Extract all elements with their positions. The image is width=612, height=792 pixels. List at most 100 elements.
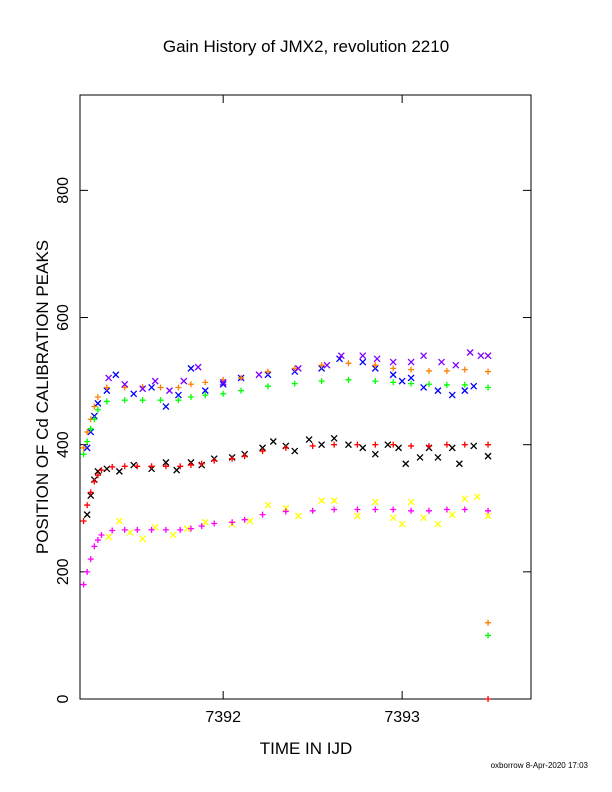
x-axis-label: TIME IN IJD: [260, 739, 353, 758]
data-point: [259, 444, 267, 452]
data-point: [157, 384, 164, 391]
data-point: [477, 352, 485, 360]
data-point: [148, 384, 156, 391]
data-point: [372, 378, 379, 385]
data-point: [434, 520, 442, 528]
data-point: [408, 442, 415, 449]
data-point: [485, 441, 492, 448]
data-point: [461, 366, 468, 373]
y-axis-ticks: 0 200 400 600 800: [55, 177, 531, 703]
data-point: [187, 364, 195, 372]
data-point: [198, 523, 205, 530]
y-axis-label: POSITION OF Cd CALIBRATION PEAKS: [33, 240, 52, 554]
data-point: [264, 501, 272, 509]
data-point: [269, 438, 277, 445]
data-point: [91, 416, 98, 423]
data-point: [336, 355, 343, 363]
plot-frame: [79, 94, 532, 700]
data-point: [87, 492, 95, 500]
data-point: [318, 364, 326, 372]
data-point: [461, 441, 468, 448]
data-point: [331, 506, 338, 513]
data-point: [434, 453, 442, 461]
data-point: [187, 394, 194, 400]
x-tick-label: 7393: [384, 709, 420, 726]
data-point: [354, 506, 361, 513]
data-point: [246, 517, 254, 525]
data-point: [470, 442, 478, 450]
data-point: [359, 358, 367, 366]
data-point: [162, 459, 170, 466]
data-point: [83, 511, 91, 519]
data-point: [344, 441, 352, 449]
data-point: [94, 399, 102, 407]
data-point: [83, 444, 91, 452]
data-point: [162, 403, 170, 410]
data-point: [91, 403, 98, 410]
data-point: [443, 367, 450, 374]
data-point: [121, 397, 128, 404]
data-point: [87, 425, 94, 432]
data-point: [139, 535, 147, 543]
data-point: [98, 467, 105, 474]
chart-title: Gain History of JMX2, revolution 2210: [163, 37, 449, 56]
data-point: [238, 387, 245, 394]
data-point: [318, 378, 325, 385]
data-point: [148, 463, 155, 470]
data-point: [305, 436, 313, 444]
data-point: [461, 387, 469, 395]
data-point: [238, 374, 245, 381]
data-point: [121, 384, 128, 391]
data-point: [330, 497, 338, 505]
data-point: [318, 362, 325, 369]
data-point: [485, 619, 492, 626]
data-point: [448, 391, 456, 399]
y-tick-label: 800: [55, 177, 72, 204]
data-point: [443, 441, 450, 448]
data-point: [461, 381, 468, 388]
data-point: [294, 364, 302, 372]
data-point: [87, 489, 94, 496]
data-point: [484, 452, 492, 460]
data-point: [84, 438, 91, 445]
data-point: [121, 380, 129, 388]
data-point: [371, 450, 379, 458]
data-point: [109, 527, 116, 534]
data-point: [291, 365, 298, 372]
data-point: [177, 526, 184, 533]
y-tick-label: 400: [55, 431, 72, 458]
data-point: [473, 493, 481, 501]
data-point: [425, 442, 432, 449]
data-point: [175, 384, 182, 391]
data-point: [229, 455, 236, 462]
data-point: [157, 397, 164, 404]
data-point: [139, 397, 146, 404]
data-point: [390, 506, 397, 513]
data-point: [80, 581, 87, 588]
data-point: [109, 463, 116, 470]
data-point: [134, 463, 141, 470]
data-point: [395, 444, 403, 452]
data-point: [187, 462, 194, 469]
x-axis-ticks: 7392 7393: [205, 95, 420, 726]
data-point: [264, 368, 271, 375]
data-point: [485, 368, 492, 375]
data-point: [105, 374, 113, 382]
data-point: [162, 463, 169, 470]
footer-stamp: oxborrow 8-Apr-2020 17:03: [491, 761, 589, 770]
data-point: [103, 384, 110, 391]
data-point: [139, 385, 147, 393]
data-point: [87, 428, 95, 436]
data-point: [407, 374, 415, 382]
data-point: [80, 444, 87, 451]
data-point: [282, 504, 290, 512]
data-point: [112, 371, 120, 379]
data-point: [485, 632, 492, 639]
data-point: [91, 478, 98, 485]
data-point: [372, 506, 379, 513]
data-point: [259, 511, 266, 518]
data-point: [180, 377, 188, 385]
data-point: [337, 352, 345, 360]
data-point: [264, 371, 272, 379]
